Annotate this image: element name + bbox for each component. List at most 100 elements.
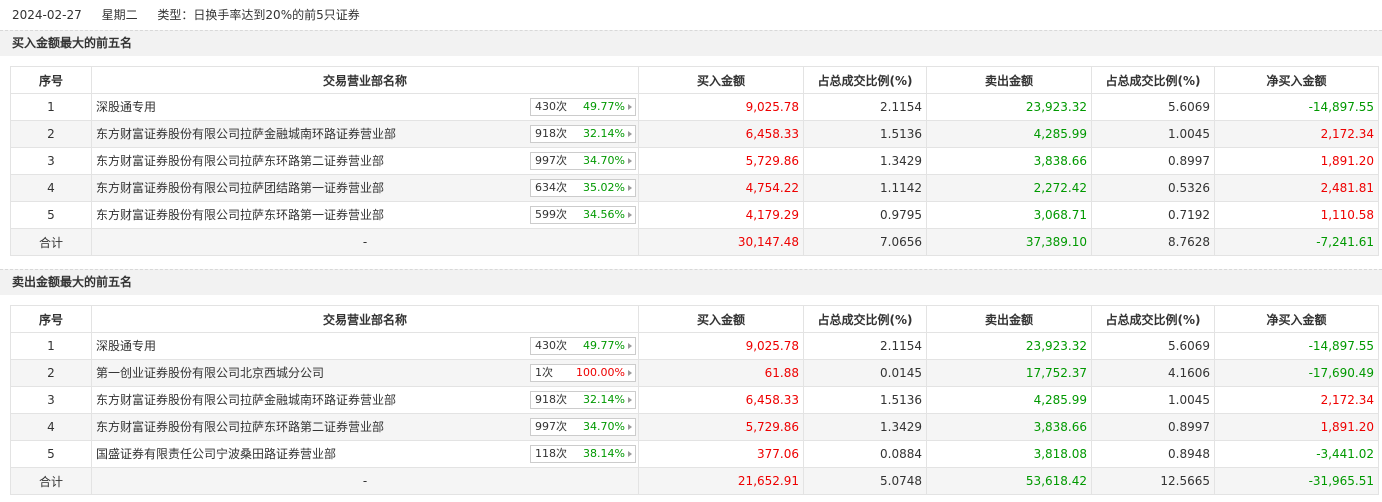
sell: 53,618.42	[926, 467, 1092, 495]
buy-ratio: 1.5136	[803, 120, 927, 148]
net: -3,441.02	[1214, 440, 1379, 468]
count: 1次	[535, 366, 553, 379]
sections: 买入金额最大的前五名 序号 交易营业部名称 买入金额 占总成交比例(%) 卖出金额 占总成交…	[0, 30, 1382, 495]
sell: 3,818.08	[926, 440, 1092, 468]
sell-ratio: 1.0045	[1091, 120, 1215, 148]
rank: 2	[10, 120, 92, 148]
count: 118次	[535, 447, 567, 460]
sell: 3,838.66	[926, 147, 1092, 175]
column-header: 净买入金额	[1214, 305, 1379, 333]
buy: 9,025.78	[638, 332, 804, 360]
branch-name: 深股通专用	[96, 100, 157, 114]
net: 2,481.81	[1214, 174, 1379, 202]
badge[interactable]: 430次 49.77%	[530, 337, 636, 355]
percent: 32.14%	[583, 393, 625, 406]
buy: 4,754.22	[638, 174, 804, 202]
rank: 2	[10, 359, 92, 387]
column-header: 卖出金额	[926, 66, 1092, 94]
branch-name: 东方财富证券股份有限公司拉萨金融城南环路证券营业部	[96, 127, 397, 141]
buy: 6,458.33	[638, 120, 804, 148]
badge[interactable]: 118次 38.14%	[530, 445, 636, 463]
sell: 4,285.99	[926, 386, 1092, 414]
badge[interactable]: 1次 100.00%	[530, 364, 636, 382]
rank: 3	[10, 147, 92, 175]
column-header: 卖出金额	[926, 305, 1092, 333]
percent: 38.14%	[583, 447, 625, 460]
net: 2,172.34	[1214, 120, 1379, 148]
badge[interactable]: 918次 32.14%	[530, 125, 636, 143]
column-header: 买入金额	[638, 305, 804, 333]
buy-ratio: 0.9795	[803, 201, 927, 229]
buy-ratio: 5.0748	[803, 467, 927, 495]
count: 918次	[535, 393, 567, 406]
count: 634次	[535, 181, 567, 194]
branch-name: 东方财富证券股份有限公司拉萨东环路第二证券营业部	[96, 154, 385, 168]
sell: 4,285.99	[926, 120, 1092, 148]
net: -14,897.55	[1214, 93, 1379, 121]
sell: 3,838.66	[926, 413, 1092, 441]
badge[interactable]: 599次 34.56%	[530, 206, 636, 224]
name: -	[91, 228, 639, 256]
name: 1次 100.00% 第一创业证券股份有限公司北京西城分公司	[91, 359, 639, 387]
sell-ratio: 1.0045	[1091, 386, 1215, 414]
buy-ratio: 0.0884	[803, 440, 927, 468]
badge[interactable]: 918次 32.14%	[530, 391, 636, 409]
count: 997次	[535, 154, 567, 167]
row: 4 997次 34.70% 东方财富证券股份有限公司拉萨东环路第二证券营业部 5,729…	[10, 413, 1379, 441]
column-header: 序号	[10, 305, 92, 333]
buy: 4,179.29	[638, 201, 804, 229]
buy: 6,458.33	[638, 386, 804, 414]
data-table: 序号 交易营业部名称 买入金额 占总成交比例(%) 卖出金额 占总成交比例(%) 净买入金额…	[10, 305, 1379, 495]
rank: 5	[10, 440, 92, 468]
sell-ratio: 0.8948	[1091, 440, 1215, 468]
sell: 2,272.42	[926, 174, 1092, 202]
sell: 23,923.32	[926, 93, 1092, 121]
branch-name: 国盛证券有限责任公司宁波桑田路证券营业部	[96, 447, 337, 461]
percent: 35.02%	[583, 181, 625, 194]
dash: -	[362, 235, 368, 249]
count: 430次	[535, 339, 567, 352]
badge[interactable]: 430次 49.77%	[530, 98, 636, 116]
rank: 3	[10, 386, 92, 414]
badge[interactable]: 997次 34.70%	[530, 418, 636, 436]
buy-ratio: 2.1154	[803, 93, 927, 121]
column-header: 占总成交比例(%)	[1091, 305, 1215, 333]
rank: 4	[10, 174, 92, 202]
name: 430次 49.77% 深股通专用	[91, 93, 639, 121]
branch-name: 东方财富证券股份有限公司拉萨团结路第一证券营业部	[96, 181, 385, 195]
branch-name: 东方财富证券股份有限公司拉萨东环路第二证券营业部	[96, 420, 385, 434]
percent: 34.70%	[583, 154, 625, 167]
percent: 34.56%	[583, 208, 625, 221]
row: 5 599次 34.56% 东方财富证券股份有限公司拉萨东环路第一证券营业部 4,179…	[10, 201, 1379, 229]
name: 997次 34.70% 东方财富证券股份有限公司拉萨东环路第二证券营业部	[91, 147, 639, 175]
row: 5 118次 38.14% 国盛证券有限责任公司宁波桑田路证券营业部 377.06 0.0…	[10, 440, 1379, 468]
sell: 3,068.71	[926, 201, 1092, 229]
buy: 30,147.48	[638, 228, 804, 256]
buy: 5,729.86	[638, 413, 804, 441]
row: 2 1次 100.00% 第一创业证券股份有限公司北京西城分公司 61.88 0.0145…	[10, 359, 1379, 387]
sell-ratio: 5.6069	[1091, 93, 1215, 121]
net: 1,110.58	[1214, 201, 1379, 229]
sell-ratio: 8.7628	[1091, 228, 1215, 256]
row: 3 997次 34.70% 东方财富证券股份有限公司拉萨东环路第二证券营业部 5,729…	[10, 147, 1379, 175]
buy: 5,729.86	[638, 147, 804, 175]
branch-name: 东方财富证券股份有限公司拉萨金融城南环路证券营业部	[96, 393, 397, 407]
percent: 100.00%	[576, 366, 625, 379]
badge[interactable]: 997次 34.70%	[530, 152, 636, 170]
column-header: 买入金额	[638, 66, 804, 94]
percent: 49.77%	[583, 339, 625, 352]
total-row: 合计 - 21,652.91 5.0748 53,618.42 12.5665 -31,96…	[10, 467, 1379, 495]
badge[interactable]: 634次 35.02%	[530, 179, 636, 197]
net: 2,172.34	[1214, 386, 1379, 414]
sell-ratio: 0.8997	[1091, 413, 1215, 441]
buy-ratio: 0.0145	[803, 359, 927, 387]
rank: 4	[10, 413, 92, 441]
name: 430次 49.77% 深股通专用	[91, 332, 639, 360]
branch-name: 深股通专用	[96, 339, 157, 353]
percent: 32.14%	[583, 127, 625, 140]
date: 2024-02-27	[12, 8, 82, 22]
net: -31,965.51	[1214, 467, 1379, 495]
buy: 61.88	[638, 359, 804, 387]
dash: -	[362, 474, 368, 488]
